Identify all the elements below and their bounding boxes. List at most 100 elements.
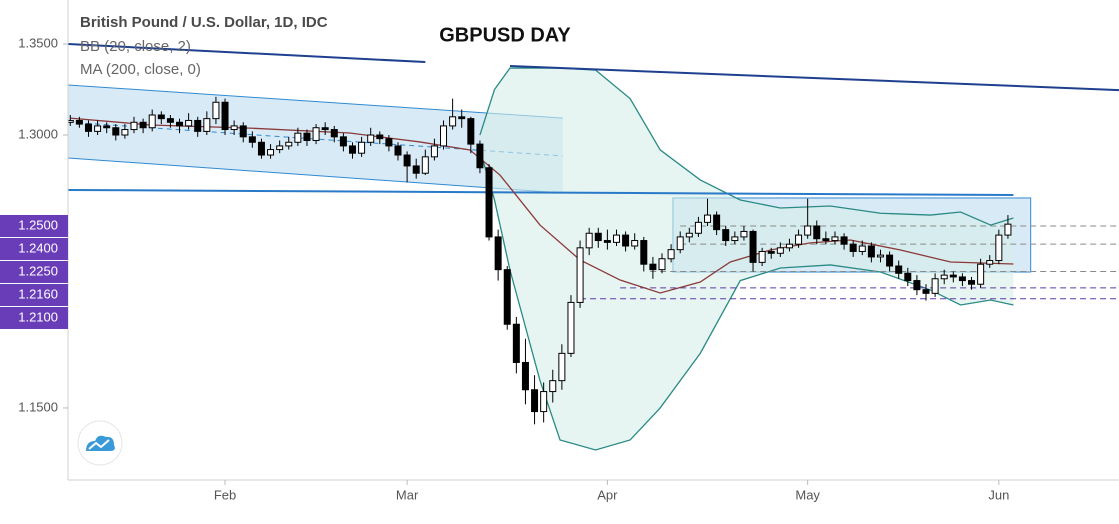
y-tick-label: 1.1500 bbox=[18, 399, 58, 414]
logo bbox=[77, 420, 123, 466]
candle-body bbox=[376, 134, 384, 140]
candle-body bbox=[194, 119, 202, 132]
candle-body bbox=[512, 323, 520, 363]
candle-body bbox=[931, 278, 939, 294]
candle-body bbox=[121, 129, 129, 136]
candle-body bbox=[440, 125, 448, 147]
candle-body bbox=[804, 225, 812, 236]
candle-body bbox=[212, 101, 220, 120]
level-label: 1.2100 bbox=[18, 309, 58, 324]
candle-body bbox=[339, 136, 347, 147]
candle-body bbox=[913, 280, 921, 291]
candle-body bbox=[1004, 223, 1012, 236]
candle-body bbox=[576, 247, 584, 303]
candle-body bbox=[767, 250, 775, 254]
candle-body bbox=[403, 154, 411, 167]
candle-body bbox=[221, 101, 229, 131]
candle-body bbox=[694, 221, 702, 234]
candle-body bbox=[257, 141, 265, 156]
candle-body bbox=[294, 132, 302, 143]
candle-body bbox=[449, 116, 457, 127]
candle-body bbox=[813, 225, 821, 240]
candle-body bbox=[558, 352, 566, 382]
logo-line bbox=[88, 439, 110, 450]
x-tick-label: Mar bbox=[396, 487, 419, 502]
level-label-box bbox=[0, 306, 68, 329]
bb-fill bbox=[479, 68, 1014, 450]
candle-body bbox=[549, 380, 557, 393]
candle-body bbox=[248, 136, 256, 143]
candle-body bbox=[658, 258, 666, 271]
x-tick-label: Feb bbox=[214, 487, 236, 502]
candle-body bbox=[858, 245, 866, 252]
candle-body bbox=[467, 118, 475, 145]
level-label-box bbox=[0, 260, 68, 283]
candle-body bbox=[676, 236, 684, 251]
candle-body bbox=[385, 138, 393, 147]
candle-body bbox=[476, 143, 484, 169]
candle-body bbox=[84, 123, 92, 132]
candle-body bbox=[239, 125, 247, 138]
candle-body bbox=[230, 125, 238, 131]
candle-body bbox=[458, 116, 466, 120]
candle-body bbox=[968, 280, 976, 285]
candle-body bbox=[203, 118, 211, 132]
candle-body bbox=[112, 127, 120, 136]
candle-body bbox=[139, 121, 147, 129]
candle-body bbox=[849, 243, 857, 252]
candle-body bbox=[166, 118, 174, 123]
candle-body bbox=[685, 232, 693, 238]
candle-body bbox=[949, 274, 957, 278]
candle-body bbox=[267, 149, 275, 156]
ma-line bbox=[70, 117, 1014, 294]
candle-body bbox=[276, 145, 284, 151]
symbol-label: British Pound / U.S. Dollar, 1D, IDC bbox=[80, 14, 328, 31]
chart-title: GBPUSD DAY bbox=[439, 24, 571, 46]
candle-body bbox=[612, 234, 620, 243]
candle-body bbox=[103, 125, 111, 129]
candle-body bbox=[740, 230, 748, 238]
candle-body bbox=[367, 134, 375, 143]
candle-body bbox=[895, 265, 903, 274]
candle-body bbox=[303, 132, 311, 141]
candle-body bbox=[795, 234, 803, 245]
bb-upper bbox=[479, 67, 1014, 226]
level-label: 1.2500 bbox=[18, 217, 58, 232]
candle-body bbox=[649, 263, 657, 271]
level-label: 1.2160 bbox=[18, 286, 58, 301]
legend-entry: BB (20, close, 2) bbox=[80, 38, 191, 55]
candle-body bbox=[986, 260, 994, 265]
candle-body bbox=[922, 289, 930, 294]
candle-body bbox=[713, 214, 721, 231]
candle-body bbox=[185, 119, 193, 127]
candle-body bbox=[503, 269, 511, 325]
candle-body bbox=[421, 156, 429, 174]
candle-body bbox=[640, 240, 648, 265]
candle-body bbox=[622, 234, 630, 247]
candle-body bbox=[704, 214, 712, 223]
x-tick-label: Jun bbox=[988, 487, 1009, 502]
candle-body bbox=[876, 254, 884, 258]
candle-body bbox=[130, 121, 138, 131]
candle-body bbox=[867, 245, 875, 258]
level-label-box bbox=[0, 237, 68, 260]
candle-body bbox=[521, 361, 529, 391]
candle-body bbox=[94, 125, 102, 132]
candle-body bbox=[886, 254, 894, 267]
candle-body bbox=[394, 145, 402, 156]
candle-body bbox=[594, 232, 602, 242]
candle-body bbox=[148, 114, 156, 129]
candle-body bbox=[822, 238, 830, 242]
candle-body bbox=[958, 276, 966, 282]
candle-body bbox=[358, 141, 366, 154]
logo-cloud bbox=[86, 435, 115, 451]
candle-body bbox=[977, 263, 985, 285]
candle-body bbox=[940, 274, 948, 280]
candle-body bbox=[312, 127, 320, 141]
candle-body bbox=[494, 236, 502, 271]
candle-body bbox=[68, 119, 74, 123]
candle-body bbox=[176, 121, 184, 127]
candle-body bbox=[430, 145, 438, 158]
candle-body bbox=[330, 129, 338, 138]
